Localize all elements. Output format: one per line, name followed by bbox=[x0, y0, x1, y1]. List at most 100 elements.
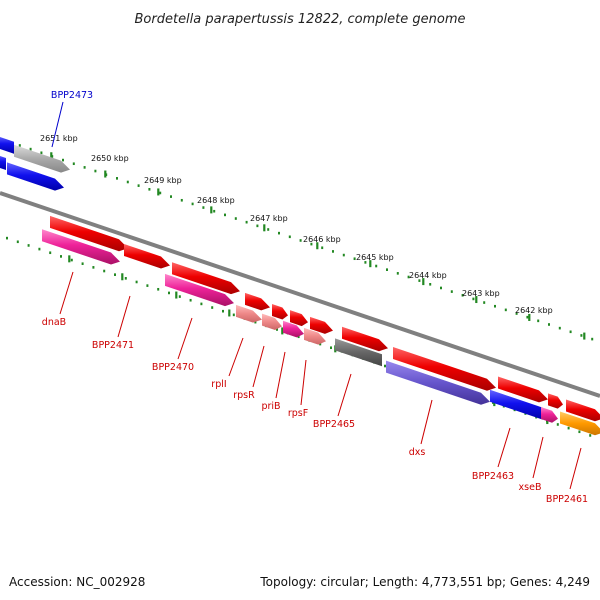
ruler-dot bbox=[94, 169, 97, 173]
genome-backbone bbox=[0, 191, 600, 398]
gene-dnab[interactable] bbox=[42, 229, 120, 265]
gene-rpli[interactable] bbox=[236, 304, 262, 323]
ruler-dot bbox=[157, 287, 160, 291]
ruler-dot bbox=[578, 430, 581, 434]
gene-red[interactable] bbox=[124, 243, 170, 269]
gene-red[interactable] bbox=[290, 310, 308, 327]
gene-red[interactable] bbox=[245, 292, 270, 311]
gene-label[interactable]: BPP2473 bbox=[51, 90, 93, 101]
ruler-major-tick bbox=[528, 313, 531, 321]
ruler-dot bbox=[72, 162, 75, 166]
gene-label[interactable]: rpsR bbox=[233, 390, 255, 401]
ruler-dot bbox=[124, 277, 127, 280]
gene-red[interactable] bbox=[172, 262, 240, 295]
gene-label[interactable]: rpsF bbox=[288, 408, 308, 419]
gene-red[interactable] bbox=[393, 346, 496, 391]
gene-label-leader bbox=[497, 427, 511, 468]
gene-red[interactable] bbox=[566, 399, 600, 422]
ruler-dot bbox=[332, 250, 334, 253]
gene-red[interactable] bbox=[498, 376, 548, 403]
gene-red[interactable] bbox=[548, 393, 563, 409]
ruler-dot bbox=[461, 293, 464, 297]
ruler-dot bbox=[384, 364, 386, 368]
ruler-dot bbox=[159, 191, 162, 195]
ruler-label: 2648 kbp bbox=[197, 196, 235, 205]
ruler-dot bbox=[62, 158, 64, 162]
gene-prib[interactable] bbox=[283, 320, 304, 338]
gene-bpp2461[interactable] bbox=[560, 411, 600, 436]
gene-blue-partial[interactable] bbox=[0, 136, 14, 154]
ruler-dot bbox=[245, 220, 248, 224]
ruler-dot bbox=[256, 224, 259, 228]
gene-label[interactable]: xseB bbox=[519, 482, 542, 493]
ruler-dot bbox=[515, 312, 518, 315]
ruler-dot bbox=[70, 258, 73, 262]
gene-xseb[interactable] bbox=[541, 407, 558, 423]
ruler-dot bbox=[556, 423, 559, 426]
ruler-dot bbox=[200, 302, 203, 306]
gene-label[interactable]: BPP2461 bbox=[546, 494, 588, 505]
ruler-dot bbox=[168, 291, 170, 295]
gene-red[interactable] bbox=[310, 316, 333, 334]
ruler-dot bbox=[211, 306, 214, 309]
ruler-dot bbox=[580, 334, 583, 337]
gene-bpp2463[interactable] bbox=[490, 389, 543, 420]
ruler-dot bbox=[407, 275, 410, 279]
gene-dxs[interactable] bbox=[386, 360, 490, 405]
gene-bpp2465[interactable] bbox=[335, 338, 382, 367]
gene-red[interactable] bbox=[342, 326, 388, 352]
gene-label[interactable]: BPP2471 bbox=[92, 340, 134, 351]
ruler-major-tick bbox=[68, 255, 71, 263]
ruler-dot bbox=[232, 313, 235, 317]
gene-rpsr[interactable] bbox=[262, 313, 282, 331]
ruler-dot bbox=[375, 264, 378, 268]
gene-labels: BPP2473 dnaB BPP2471 BPP2470 rplI rpsR priB rps… bbox=[42, 90, 588, 505]
ruler-dot bbox=[180, 198, 183, 202]
gene-bpp2470[interactable] bbox=[165, 273, 234, 307]
ruler-label: 2643 kbp bbox=[462, 289, 500, 298]
gene-label[interactable]: priB bbox=[261, 401, 280, 412]
gene-label[interactable]: dnaB bbox=[42, 317, 66, 328]
ruler-dot bbox=[213, 209, 216, 213]
ruler-major-tick bbox=[316, 242, 319, 250]
ruler-major-tick bbox=[104, 170, 107, 178]
ruler-dot bbox=[342, 253, 345, 257]
ruler-dot bbox=[353, 257, 356, 261]
gene-label[interactable]: rplI bbox=[211, 379, 226, 390]
ruler-dot bbox=[569, 330, 572, 334]
ruler-dot bbox=[202, 206, 205, 209]
ruler-dot bbox=[504, 308, 507, 312]
ruler-label: 2650 kbp bbox=[91, 154, 129, 163]
ruler-dot bbox=[16, 240, 19, 244]
ruler-dot bbox=[321, 246, 324, 250]
ruler-major-tick bbox=[263, 224, 266, 232]
ruler-major-tick bbox=[210, 206, 213, 214]
gene-label[interactable]: dxs bbox=[409, 447, 426, 458]
ruler-major-tick bbox=[583, 332, 586, 340]
ruler-major-tick bbox=[175, 291, 178, 299]
gene-rpsf[interactable] bbox=[304, 327, 326, 345]
ruler-dot bbox=[137, 184, 140, 187]
ruler-dot bbox=[589, 434, 592, 437]
gene-label[interactable]: BPP2463 bbox=[472, 471, 514, 482]
ruler-dot bbox=[170, 195, 172, 198]
ruler-dot bbox=[548, 323, 550, 326]
map-title: Bordetella parapertussis 12822, complete… bbox=[135, 12, 466, 27]
ruler-label: 2642 kbp bbox=[515, 306, 553, 315]
gene-label[interactable]: BPP2470 bbox=[152, 362, 194, 373]
gene-blue-partial[interactable] bbox=[0, 155, 6, 171]
ruler-dot bbox=[222, 309, 224, 313]
gene-features bbox=[0, 136, 600, 436]
gene-red[interactable] bbox=[50, 215, 128, 252]
ruler-dot bbox=[49, 251, 52, 255]
ruler-major-tick bbox=[50, 152, 53, 160]
gene-red[interactable] bbox=[272, 304, 288, 320]
ruler-dot bbox=[38, 247, 41, 251]
ruler-label: 2646 kbp bbox=[303, 235, 341, 244]
ruler-label: 2645 kbp bbox=[356, 253, 394, 262]
gene-blue-arrow[interactable] bbox=[7, 162, 64, 191]
gene-label[interactable]: BPP2465 bbox=[313, 419, 355, 430]
ruler-dot bbox=[224, 213, 226, 217]
gene-bpp2473[interactable] bbox=[14, 144, 70, 173]
ruler-dot bbox=[18, 144, 21, 147]
